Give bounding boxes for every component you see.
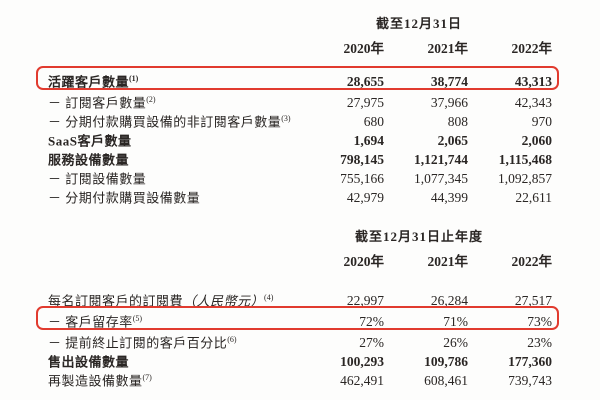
- row-value: 26,284: [430, 293, 468, 309]
- period-header-row-2: 截至12月31日止年度: [48, 226, 552, 245]
- row-value: 42,979: [346, 190, 384, 206]
- row-value: 73%: [527, 314, 552, 330]
- table-subscription-metrics: 截至12月31日止年度 2020年 2021年 2022年 每名訂閱客戶的訂閱費…: [36, 226, 559, 389]
- row-value: 1,092,857: [498, 171, 552, 187]
- row-value: 177,360: [508, 354, 552, 370]
- row-value: 43,313: [514, 74, 552, 90]
- table-row-installment-devices: － 分期付款購買設備數量 42,979 44,399 22,611: [48, 185, 552, 206]
- row-value: 739,743: [508, 373, 552, 389]
- row-label: － 客戶留存率(5): [48, 314, 143, 330]
- row-value: 22,611: [515, 190, 552, 206]
- row-value: 38,774: [430, 74, 468, 90]
- table-row-remanufactured-devices: 再製造設備數量(7) 462,491 608,461 739,743: [48, 368, 552, 389]
- row-label: SaaS客戶數量: [48, 133, 132, 149]
- row-value: 2,065: [437, 133, 468, 149]
- table-row-subscription-customers: － 訂閱客戶數量(2) 27,975 37,966 42,343: [48, 90, 552, 111]
- year-2022: 2022年: [511, 254, 553, 269]
- row-value: 1,115,468: [498, 152, 552, 168]
- row-value: 28,655: [346, 74, 384, 90]
- row-value: 42,343: [514, 95, 552, 111]
- year-2020: 2020年: [343, 254, 385, 269]
- table2-rows: 每名訂閱客戶的訂閱費（人民幣元）(4) 22,997 26,284 27,517…: [36, 288, 559, 389]
- table-active-customers: 截至12月31日 2020年 2021年 2022年 活躍客戶數量(1) 28,…: [36, 13, 559, 206]
- row-value: 1,077,345: [414, 171, 468, 187]
- row-value: 608,461: [424, 373, 468, 389]
- row-value: 27,517: [514, 293, 552, 309]
- row-label: － 訂閱客戶數量(2): [48, 95, 156, 111]
- row-value: 970: [531, 114, 552, 130]
- row-value: 462,491: [340, 373, 384, 389]
- row-value: 755,166: [340, 171, 384, 187]
- row-label: － 訂閱設備數量: [48, 171, 147, 187]
- table-row-devices-sold: 售出設備數量 100,293 109,786 177,360: [48, 349, 552, 370]
- year-2021: 2021年: [427, 254, 469, 269]
- row-value: 71%: [443, 314, 468, 330]
- row-value: 23%: [527, 335, 552, 351]
- year-2022: 2022年: [511, 41, 553, 56]
- table-row-customer-retention-rate: － 客戶留存率(5) 72% 71% 73%: [36, 306, 559, 330]
- row-label: － 提前終止訂閱的客戶百分比(6): [48, 335, 237, 351]
- row-value: 808: [447, 114, 468, 130]
- period-header: 截至12月31日: [375, 16, 462, 31]
- row-value: 2,060: [521, 133, 552, 149]
- table-row-early-termination-percentage: － 提前終止訂閱的客戶百分比(6) 27% 26% 23%: [48, 330, 552, 351]
- row-value: 26%: [443, 335, 468, 351]
- period-header-2: 截至12月31日止年度: [354, 229, 483, 244]
- row-label: 活躍客戶數量(1): [48, 74, 139, 90]
- table-row-active-customers: 活躍客戶數量(1) 28,655 38,774 43,313: [36, 66, 559, 90]
- row-value: 100,293: [340, 354, 384, 370]
- period-header-row: 截至12月31日: [48, 13, 552, 32]
- table-row-subscription-fee: 每名訂閱客戶的訂閱費（人民幣元）(4) 22,997 26,284 27,517: [48, 288, 552, 309]
- row-value: 680: [363, 114, 384, 130]
- year-2021: 2021年: [427, 41, 469, 56]
- table1-rows: 活躍客戶數量(1) 28,655 38,774 43,313 － 訂閱客戶數量(…: [36, 66, 559, 206]
- year-header-row-2: 2020年 2021年 2022年: [48, 250, 553, 270]
- row-label: 再製造設備數量(7): [48, 373, 152, 389]
- year-header-row: 2020年 2021年 2022年: [48, 37, 553, 57]
- row-value: 44,399: [430, 190, 468, 206]
- row-value: 22,997: [346, 293, 384, 309]
- year-2020: 2020年: [343, 41, 385, 56]
- row-label: 售出設備數量: [48, 354, 130, 370]
- table-row-service-devices: 服務設備數量 798,145 1,121,744 1,115,468: [48, 147, 552, 168]
- row-value: 1,121,744: [414, 152, 468, 168]
- row-value: 37,966: [430, 95, 468, 111]
- row-value: 27%: [359, 335, 384, 351]
- row-value: 798,145: [340, 152, 384, 168]
- row-value: 27,975: [346, 95, 384, 111]
- row-value: 109,786: [424, 354, 468, 370]
- table-row-saas-customers: SaaS客戶數量 1,694 2,065 2,060: [48, 128, 552, 149]
- row-label: － 分期付款購買設備的非訂閱客戶數量(3): [48, 114, 291, 130]
- row-label: 服務設備數量: [48, 152, 130, 168]
- row-value: 72%: [359, 314, 384, 330]
- table-row-subscription-devices: － 訂閱設備數量 755,166 1,077,345 1,092,857: [48, 166, 552, 187]
- row-label: － 分期付款購買設備數量: [48, 190, 201, 206]
- table-row-installment-nonsubscription-customers: － 分期付款購買設備的非訂閱客戶數量(3) 680 808 970: [48, 109, 552, 130]
- row-label: 每名訂閱客戶的訂閱費（人民幣元）(4): [48, 293, 274, 309]
- row-value: 1,694: [353, 133, 384, 149]
